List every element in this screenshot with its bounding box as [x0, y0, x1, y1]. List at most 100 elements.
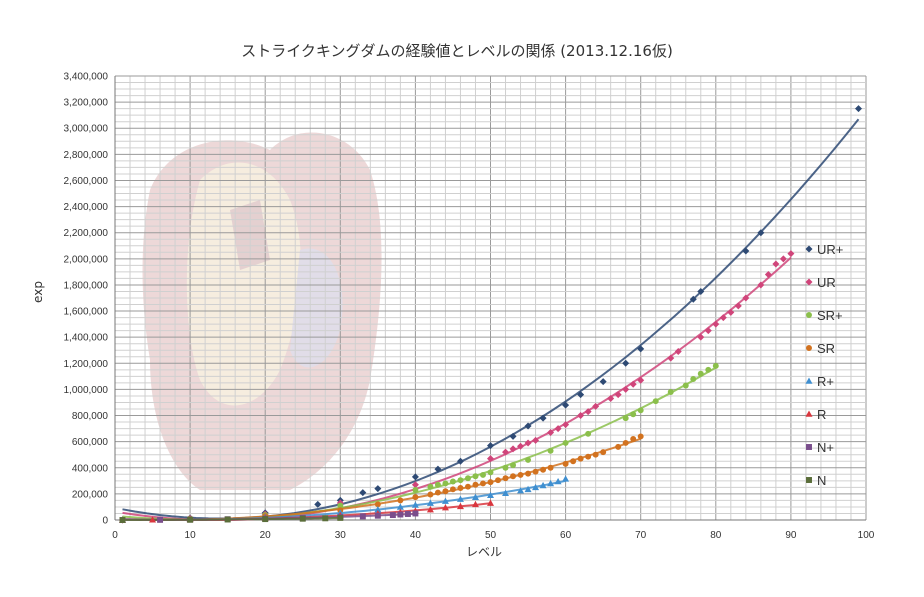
y-tick-label: 1,200,000	[64, 359, 109, 370]
data-point-UR	[734, 302, 742, 310]
data-point-UR	[554, 425, 562, 433]
data-point-SR	[570, 458, 577, 465]
y-tick-label: 1,600,000	[64, 307, 109, 318]
y-tick-label: 1,800,000	[64, 280, 109, 291]
data-point-SR+	[487, 469, 494, 476]
data-point-UR	[532, 436, 540, 444]
data-point-R	[471, 500, 479, 508]
x-tick-label: 20	[260, 530, 272, 541]
data-point-UR	[592, 402, 600, 410]
data-point-UR+	[524, 422, 532, 430]
data-point-UR+	[742, 247, 750, 255]
data-point-SR	[532, 468, 539, 475]
y-tick-label: 1,000,000	[64, 385, 109, 396]
plot-axes: 0 10 20 30 40 50 60 70 80 90 100 0 200,000 400,000 600…	[64, 72, 875, 542]
data-point-SR+	[464, 475, 471, 482]
data-point-R+	[396, 503, 404, 510]
data-point-N+	[412, 510, 419, 517]
data-point-N	[224, 516, 231, 523]
y-tick-label: 2,000,000	[64, 254, 109, 265]
data-point-SR+	[427, 483, 434, 490]
data-point-SR	[637, 433, 644, 440]
data-point-SR+	[585, 430, 592, 437]
data-point-R+	[487, 491, 494, 498]
data-point-N+	[404, 511, 411, 517]
data-point-SR	[397, 497, 404, 504]
data-point-UR	[674, 348, 682, 356]
data-point-SR	[577, 455, 584, 462]
data-point-N+	[397, 511, 404, 518]
data-point-SR	[517, 471, 524, 478]
data-point-SR+	[480, 471, 486, 478]
x-axis-label: レベル	[466, 545, 502, 559]
data-point-SR+	[667, 389, 674, 395]
data-point-SR	[457, 485, 464, 491]
data-point-UR+	[359, 489, 367, 497]
data-point-UR+	[509, 432, 517, 440]
y-tick-label: 3,200,000	[64, 98, 109, 109]
data-point-R+	[374, 506, 382, 513]
legend-marker-UR+	[805, 245, 813, 253]
data-point-SR+	[690, 375, 697, 382]
data-point-UR	[787, 250, 795, 258]
data-point-SR	[480, 480, 486, 487]
chart-title: ストライクキングダムの経験値とレベルの関係 (2013.12.16仮)	[241, 42, 673, 60]
data-point-N+	[389, 512, 396, 519]
data-point-R	[149, 516, 157, 523]
data-point-UR	[562, 421, 570, 429]
chart-legend: UR+ UR SR+ SR R+ R N+ N	[805, 242, 843, 488]
data-point-UR+	[314, 500, 322, 508]
data-point-SR+	[630, 411, 637, 418]
x-tick-label: 60	[560, 530, 572, 541]
data-point-R+	[517, 487, 525, 494]
legend-label: R	[817, 407, 826, 422]
data-point-UR+	[539, 414, 547, 422]
data-point-SR+	[442, 480, 449, 487]
data-point-UR	[577, 412, 585, 420]
data-point-SR	[562, 460, 569, 467]
data-point-R+	[524, 485, 532, 493]
data-point-R+	[547, 479, 555, 487]
plot-grid	[114, 75, 867, 521]
y-tick-label: 2,200,000	[64, 228, 109, 239]
data-point-R+	[441, 497, 449, 504]
data-point-SR	[412, 494, 419, 501]
y-axis-label: exp	[31, 281, 45, 303]
data-point-UR+	[577, 391, 585, 399]
data-point-UR+	[599, 378, 607, 386]
data-point-SR	[427, 491, 434, 498]
data-point-UR	[637, 376, 645, 384]
data-point-UR	[704, 327, 712, 335]
data-point-UR+	[411, 473, 419, 481]
data-point-SR	[495, 477, 501, 484]
data-point-SR	[600, 449, 607, 456]
data-point-SR+	[449, 478, 456, 485]
data-point-SR	[592, 451, 599, 458]
data-point-N	[119, 517, 126, 523]
legend-marker-R	[805, 410, 813, 417]
data-point-UR+	[487, 442, 494, 450]
data-point-SR+	[562, 439, 569, 446]
data-point-UR	[487, 455, 494, 463]
data-point-UR	[411, 481, 419, 489]
legend-label: UR+	[817, 242, 843, 257]
data-point-SR+	[705, 366, 712, 373]
data-point-SR+	[502, 464, 509, 471]
data-point-SR	[510, 473, 517, 480]
data-point-SR	[615, 443, 622, 450]
data-point-UR	[727, 308, 735, 316]
legend-marker-N	[806, 477, 812, 483]
data-point-SR	[487, 479, 494, 486]
y-tick-label: 3,400,000	[64, 72, 109, 83]
data-point-UR	[757, 281, 765, 289]
data-point-UR	[764, 270, 772, 278]
y-tick-label: 200,000	[72, 489, 109, 500]
data-point-SR+	[697, 370, 704, 377]
data-point-UR	[524, 439, 532, 447]
y-tick-label: 600,000	[72, 437, 109, 448]
data-point-UR+	[622, 359, 630, 367]
data-point-R	[487, 499, 494, 506]
legend-marker-UR	[805, 278, 813, 286]
